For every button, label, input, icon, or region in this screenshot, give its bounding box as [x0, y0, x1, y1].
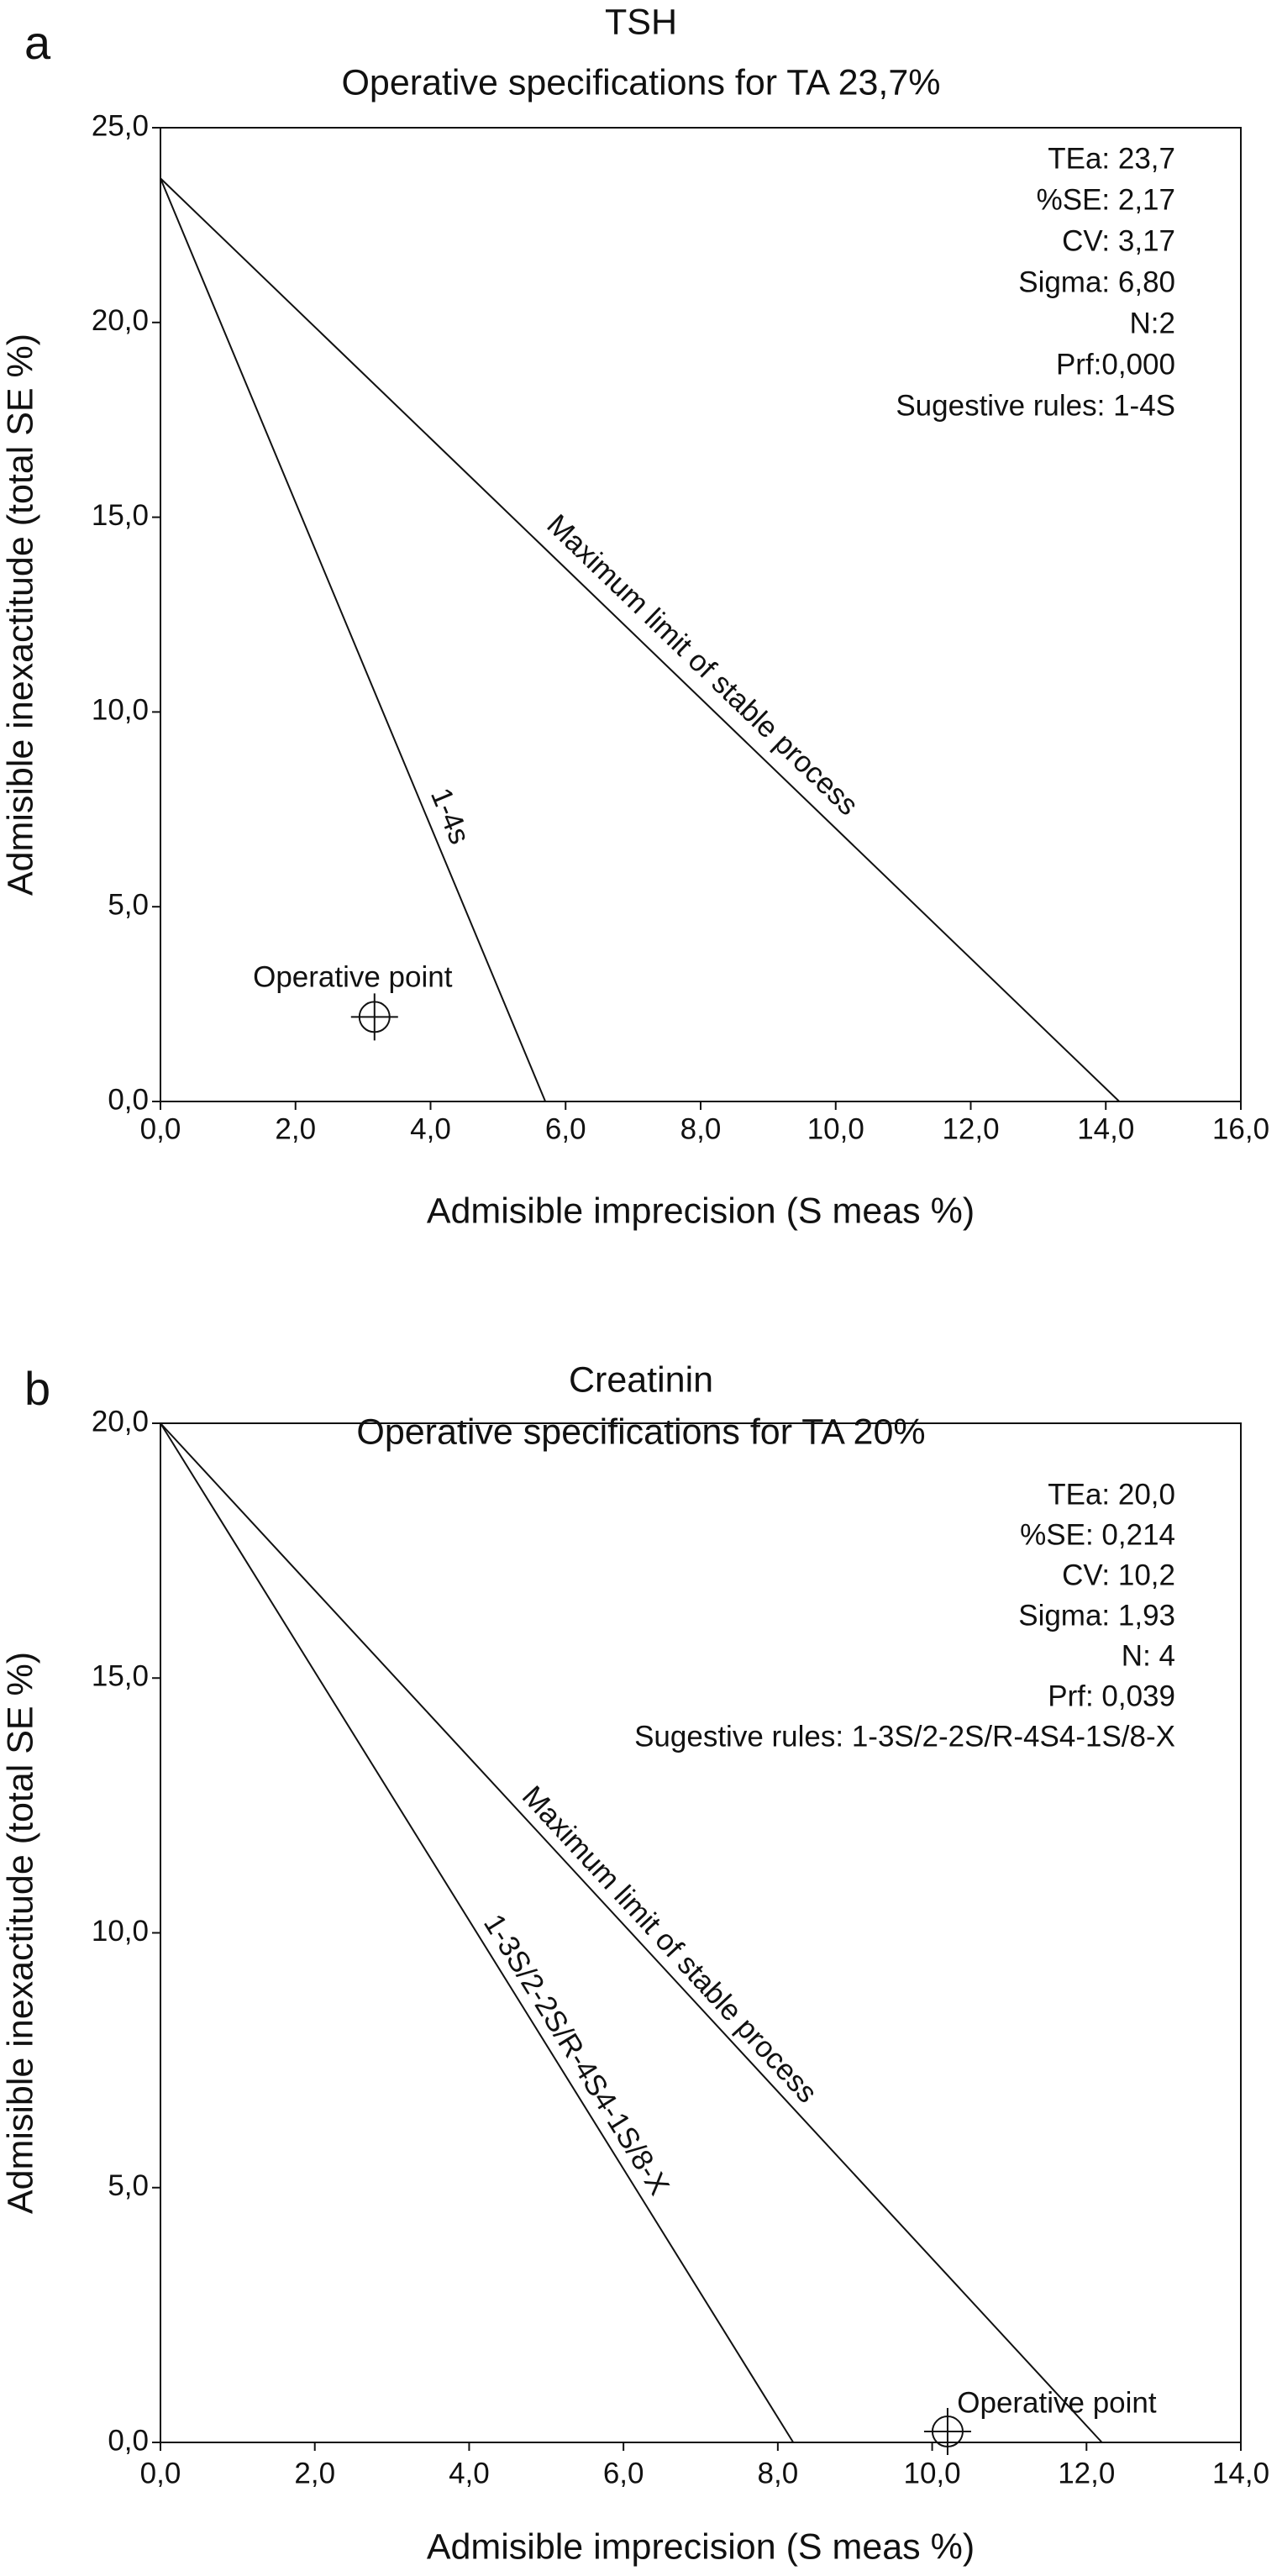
chart-title: Creatinin — [569, 1359, 713, 1400]
x-tick-label: 8,0 — [680, 1112, 722, 1145]
x-axis-label: Admisible imprecision (S meas %) — [427, 2526, 975, 2567]
y-tick-label: 25,0 — [92, 109, 149, 142]
x-tick-label: 16,0 — [1212, 1112, 1269, 1145]
series-line — [160, 177, 1121, 1102]
chart-subtitle: Operative specifications for TA 23,7% — [341, 62, 940, 103]
info-line: TEa: 20,0 — [1048, 1478, 1175, 1511]
y-tick-label: 15,0 — [92, 499, 149, 532]
info-line: N:2 — [1130, 307, 1175, 339]
info-line: TEa: 23,7 — [1048, 142, 1175, 175]
info-line: Sigma: 1,93 — [1018, 1599, 1175, 1632]
info-line: Prf:0,000 — [1056, 348, 1175, 381]
y-tick-label: 0,0 — [108, 2424, 149, 2457]
chart-subtitle: Operative specifications for TA 20% — [356, 1412, 925, 1452]
y-tick-label: 10,0 — [92, 694, 149, 727]
info-line: CV: 3,17 — [1062, 224, 1175, 257]
panel-label: b — [24, 1362, 50, 1415]
point-label: Operative point — [253, 961, 453, 994]
y-tick-label: 15,0 — [92, 1660, 149, 1693]
line-label: 1-4s — [424, 783, 476, 849]
line-label: 1-3S/2-2S/R-4S4-1S/8-X — [477, 1909, 675, 2201]
series-line — [160, 1422, 1103, 2443]
x-tick-label: 0,0 — [140, 2457, 181, 2489]
info-line: Prf: 0,039 — [1048, 1680, 1175, 1712]
info-line: CV: 10,2 — [1062, 1559, 1175, 1591]
y-tick-label: 5,0 — [108, 2169, 149, 2202]
x-axis-label: Admisible imprecision (S meas %) — [427, 1191, 975, 1231]
info-line: Sugestive rules: 1-3S/2-2S/R-4S4-1S/8-X — [634, 1720, 1175, 1753]
y-tick-label: 5,0 — [108, 888, 149, 921]
line-label: Maximum limit of stable process — [540, 508, 864, 822]
x-tick-label: 4,0 — [410, 1112, 451, 1145]
x-tick-label: 12,0 — [942, 1112, 999, 1145]
crosshair — [350, 993, 398, 1041]
series-line — [160, 177, 547, 1102]
x-tick-label: 14,0 — [1212, 2457, 1269, 2489]
series-line — [160, 1422, 795, 2443]
x-tick-label: 6,0 — [603, 2457, 644, 2489]
y-axis-label: Admisible inexactitude (total SE %) — [0, 1652, 40, 2214]
chart-title: TSH — [605, 2, 677, 42]
x-tick-label: 10,0 — [904, 2457, 961, 2489]
x-tick-label: 14,0 — [1077, 1112, 1134, 1145]
x-tick-label: 8,0 — [758, 2457, 799, 2489]
info-line: Sigma: 6,80 — [1018, 265, 1175, 298]
y-tick-label: 10,0 — [92, 1915, 149, 1948]
x-tick-label: 2,0 — [294, 2457, 335, 2489]
y-tick-label: 0,0 — [108, 1083, 149, 1116]
x-tick-label: 10,0 — [807, 1112, 864, 1145]
info-line: Sugestive rules: 1-4S — [896, 389, 1175, 422]
y-tick-label: 20,0 — [92, 304, 149, 337]
x-tick-label: 6,0 — [545, 1112, 586, 1145]
panel-label: a — [24, 16, 51, 69]
crosshair — [923, 2408, 971, 2456]
x-tick-label: 0,0 — [140, 1112, 181, 1145]
point-label: Operative point — [957, 2386, 1157, 2419]
info-line: %SE: 2,17 — [1037, 183, 1175, 216]
x-tick-label: 2,0 — [275, 1112, 316, 1145]
x-tick-label: 12,0 — [1058, 2457, 1115, 2489]
y-tick-label: 20,0 — [92, 1405, 149, 1438]
x-tick-label: 4,0 — [449, 2457, 490, 2489]
info-line: %SE: 0,214 — [1020, 1518, 1175, 1551]
y-axis-label: Admisible inexactitude (total SE %) — [0, 334, 40, 896]
info-line: N: 4 — [1122, 1639, 1175, 1672]
